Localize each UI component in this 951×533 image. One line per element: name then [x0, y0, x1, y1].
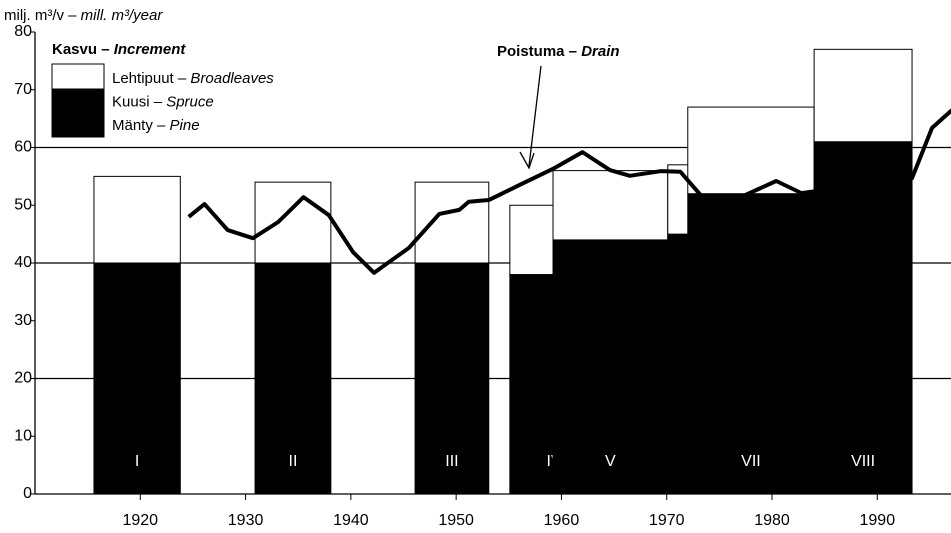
annotation-text: Drain — [581, 43, 619, 60]
annotation-arrowhead — [519, 151, 535, 170]
y-tick-label: 50 — [14, 196, 32, 213]
y-tick-label: 40 — [14, 254, 32, 271]
annotation: Poistuma – Drain — [497, 43, 620, 60]
legend-entry-text: Lehtipuut – — [112, 70, 190, 87]
legend-entry-text: Kuusi – — [112, 93, 166, 110]
legend-title-text: Increment — [114, 41, 187, 58]
legend-swatch — [51, 88, 105, 138]
annotation-arrow — [528, 65, 542, 167]
y-tick-label: 20 — [14, 370, 32, 387]
bar-segment — [552, 170, 669, 241]
bar-segment — [414, 262, 490, 495]
bar-segment — [93, 262, 181, 495]
bar-segment — [414, 181, 490, 264]
legend-entry-text: Spruce — [166, 93, 214, 110]
x-tick-label: 1940 — [333, 512, 369, 529]
y-tick-label: 30 — [14, 312, 32, 329]
bar-segment — [813, 48, 913, 143]
bar-label: I — [135, 453, 139, 470]
x-tick-label: 1920 — [122, 512, 158, 529]
y-tick-label: 10 — [14, 427, 32, 444]
bar-segment — [254, 181, 332, 264]
bar-segment — [813, 141, 913, 495]
drain-line — [187, 108, 951, 275]
bar-label: III — [445, 453, 458, 470]
legend-entry: Mänty – Pine — [112, 117, 200, 134]
bar-segment — [687, 106, 815, 195]
x-tick-label: 1950 — [438, 512, 474, 529]
legend-swatch — [51, 63, 105, 90]
annotation-text: Poistuma – — [497, 43, 581, 60]
bar-label: V — [605, 453, 616, 470]
legend-entry-text: Mänty – — [112, 117, 170, 134]
x-tick-label: 1990 — [860, 512, 896, 529]
x-tick-label: 1930 — [228, 512, 264, 529]
bar-segment — [687, 193, 815, 495]
bar-label: II — [289, 453, 298, 470]
y-tick-label: 0 — [23, 485, 32, 502]
legend-entry-text: Pine — [170, 117, 200, 134]
x-tick-label: 1980 — [754, 512, 790, 529]
x-tick-label: 1960 — [544, 512, 580, 529]
y-tick-label: 60 — [14, 139, 32, 156]
legend-entry: Kuusi – Spruce — [112, 93, 214, 110]
legend-title-text: Kasvu – — [52, 41, 114, 58]
y-tick-label: 70 — [14, 81, 32, 98]
y-tick-label: 80 — [14, 23, 32, 40]
legend-entry: Lehtipuut – Broadleaves — [112, 70, 274, 87]
legend-entry-text: Broadleaves — [190, 70, 274, 87]
bar-label: VIII — [851, 453, 875, 470]
x-tick-label: 1970 — [649, 512, 685, 529]
bar-segment — [93, 175, 181, 264]
y-axis-label: milj. m³/v – mill. m³/year — [4, 7, 163, 24]
legend-title: Kasvu – Increment — [52, 41, 186, 58]
bar-label: VII — [741, 453, 761, 470]
